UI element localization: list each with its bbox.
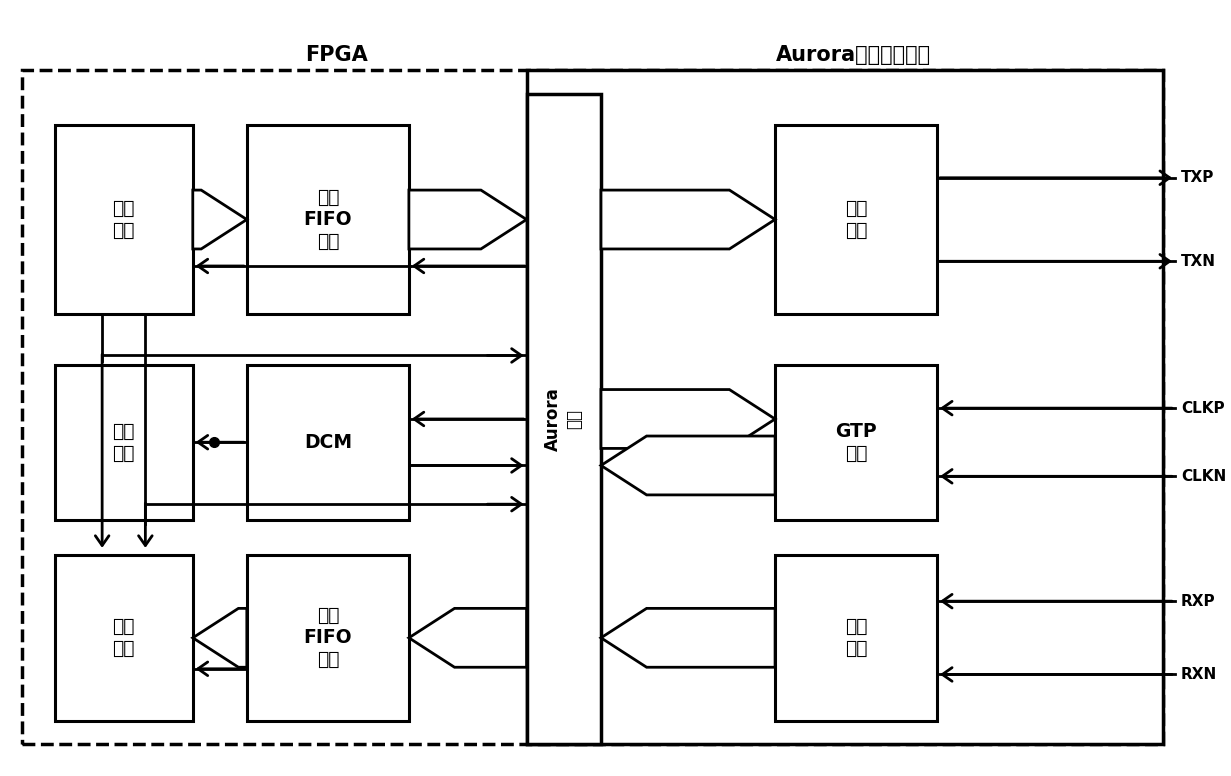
Text: 异步
FIFO
缓存: 异步 FIFO 缓存 [304, 606, 352, 670]
Bar [776, 125, 937, 314]
Polygon shape [601, 608, 776, 667]
Text: RXP: RXP [1181, 594, 1215, 608]
Bar [527, 94, 601, 744]
Polygon shape [601, 190, 776, 249]
Text: 数据
产生: 数据 产生 [112, 199, 135, 240]
Bar [246, 125, 409, 314]
Text: CLKP: CLKP [1181, 400, 1225, 416]
Polygon shape [601, 436, 776, 495]
Text: Aurora
链路: Aurora 链路 [544, 387, 583, 451]
Bar [246, 365, 409, 520]
Polygon shape [409, 190, 527, 249]
Text: Aurora协议逻辑控制: Aurora协议逻辑控制 [776, 45, 931, 65]
Bar [54, 365, 193, 520]
Bar [54, 555, 193, 721]
Text: 发送
数据: 发送 数据 [844, 199, 868, 240]
Text: 异步
FIFO
缓存: 异步 FIFO 缓存 [304, 188, 352, 251]
Text: 时钟
补偿: 时钟 补偿 [112, 421, 135, 462]
Text: 数据
检测: 数据 检测 [112, 618, 135, 658]
Polygon shape [193, 190, 246, 249]
Bar [246, 555, 409, 721]
Text: TXN: TXN [1181, 254, 1216, 268]
Bar [54, 125, 193, 314]
Bar [776, 555, 937, 721]
Text: DCM: DCM [304, 433, 352, 452]
Polygon shape [193, 608, 246, 667]
Text: TXP: TXP [1181, 170, 1214, 185]
Polygon shape [601, 390, 776, 449]
Text: 接收
数据: 接收 数据 [844, 618, 868, 658]
Polygon shape [409, 608, 527, 667]
Text: FPGA: FPGA [305, 45, 368, 65]
Bar [776, 365, 937, 520]
Text: RXN: RXN [1181, 667, 1217, 682]
Bar [22, 71, 1163, 744]
Bar [527, 71, 1163, 744]
Text: GTP
收发: GTP 收发 [836, 421, 876, 462]
Text: CLKN: CLKN [1181, 469, 1226, 483]
